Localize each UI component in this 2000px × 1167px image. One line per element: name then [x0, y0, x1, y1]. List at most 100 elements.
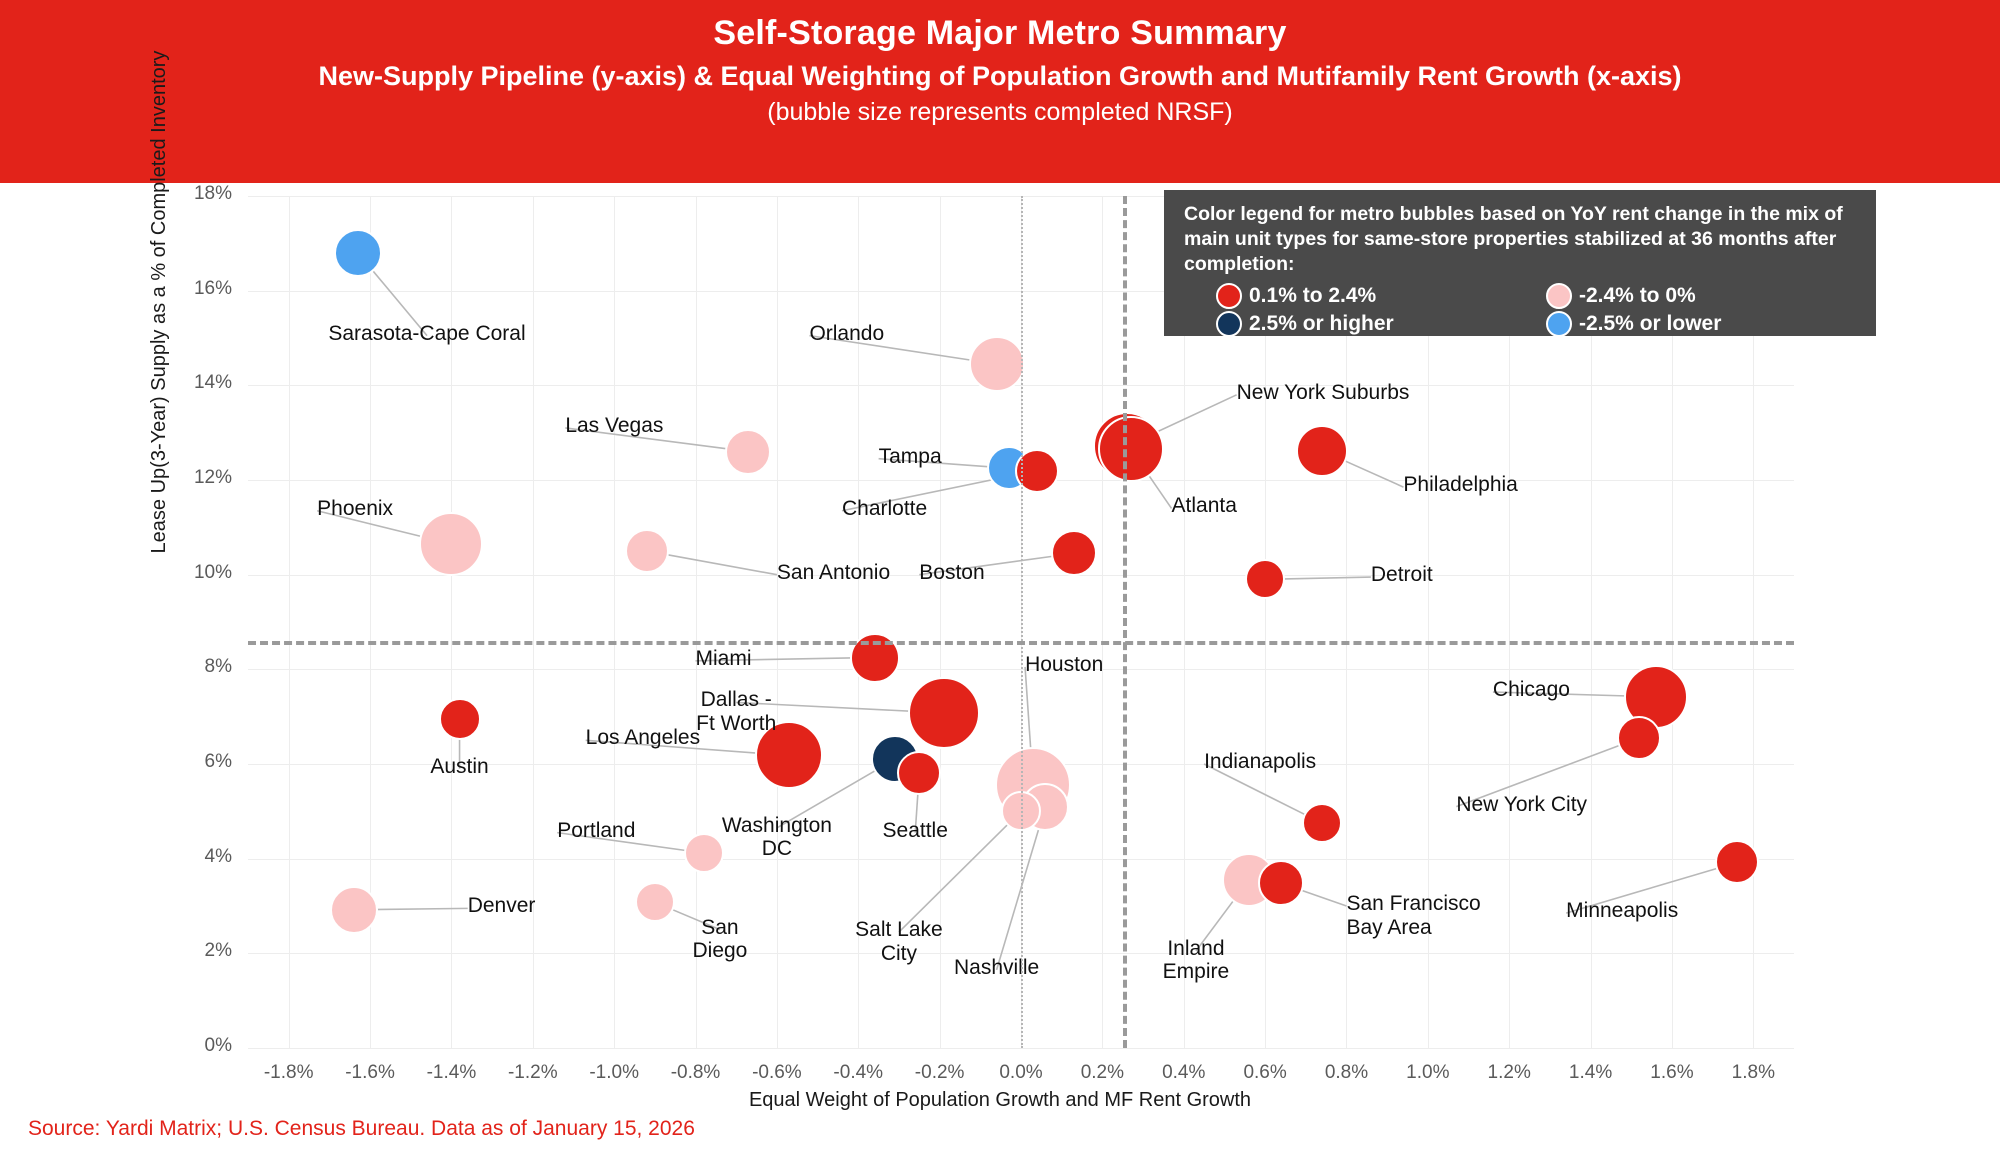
reference-line-vertical-average: [1122, 196, 1127, 1048]
bubble-indianapolis[interactable]: [1302, 803, 1343, 844]
vertical-gridline-6: [776, 196, 778, 1048]
bubble-sarasota-cape-coral[interactable]: [333, 228, 382, 277]
vertical-gridline-8: [939, 196, 941, 1048]
legend-swatch-icon-1: [1546, 282, 1572, 309]
x-tick-label-18: 1.8%: [1731, 1062, 1775, 1083]
metro-label-charlotte: Charlotte: [841, 496, 928, 520]
legend-item-3: -2.5% or lower: [1546, 310, 1860, 337]
metro-label-boston: Boston: [919, 560, 985, 584]
x-tick-label-5: -0.8%: [670, 1062, 721, 1083]
y-tick-label-7: 14%: [193, 372, 232, 394]
x-tick-label-6: -0.6%: [752, 1062, 802, 1083]
vertical-gridline-15: [1509, 196, 1511, 1048]
bubble-dallas-ft-worth[interactable]: [907, 676, 980, 749]
x-tick-label-9: 0.0%: [999, 1062, 1043, 1083]
legend-label-1: -2.4% to 0%: [1579, 283, 1696, 307]
bubble-minneapolis[interactable]: [1715, 840, 1760, 885]
x-tick-label-8: -0.2%: [914, 1062, 965, 1083]
bubble-los-angeles[interactable]: [755, 721, 824, 790]
bubble-phoenix[interactable]: [419, 511, 484, 576]
bubble-austin[interactable]: [438, 697, 481, 740]
x-tick-label-0: -1.8%: [263, 1062, 314, 1083]
vertical-gridline-11: [1183, 196, 1185, 1048]
metro-label-sarasota-cape-coral: Sarasota-Cape Coral: [328, 321, 526, 345]
legend-description: Color legend for metro bubbles based on …: [1184, 203, 1843, 275]
vertical-gridline-2: [451, 196, 453, 1048]
metro-label-salt-lake-city: Salt Lake City: [855, 918, 943, 965]
metro-label-new-york-city: New York City: [1456, 792, 1588, 816]
chart-title: Self-Storage Major Metro Summary: [713, 14, 1287, 52]
bubble-san-antonio[interactable]: [624, 529, 669, 573]
metro-label-orlando: Orlando: [809, 321, 885, 345]
vertical-gridline-10: [1102, 196, 1104, 1048]
metro-label-detroit: Detroit: [1370, 563, 1433, 587]
metro-label-houston: Houston: [1025, 652, 1104, 676]
bubble-seattle[interactable]: [897, 750, 942, 795]
source-note: Source: Yardi Matrix; U.S. Census Bureau…: [28, 1117, 695, 1140]
y-axis-title: Lease Up(3-Year) Supply as a % of Comple…: [148, 50, 170, 554]
leader-line-new-york-suburbs: [1148, 394, 1237, 437]
metro-label-portland: Portland: [557, 818, 636, 842]
legend-swatch-icon-3: [1546, 310, 1572, 337]
x-tick-label-12: 0.6%: [1243, 1062, 1287, 1083]
vertical-gridline-16: [1590, 196, 1592, 1048]
bubble-atlanta[interactable]: [1097, 416, 1164, 483]
y-tick-label-3: 6%: [204, 751, 232, 772]
metro-label-nashville: Nashville: [953, 955, 1040, 979]
metro-label-new-york-suburbs: New York Suburbs: [1236, 380, 1410, 404]
x-tick-label-2: -1.4%: [426, 1062, 477, 1083]
bubble-new-york-city[interactable]: [1617, 715, 1662, 760]
vertical-gridline-3: [532, 196, 534, 1048]
x-tick-label-14: 1.0%: [1406, 1062, 1450, 1083]
metro-label-minneapolis: Minneapolis: [1566, 899, 1679, 923]
x-tick-label-10: 0.2%: [1080, 1062, 1125, 1083]
reference-line-vertical-zero: [1021, 196, 1023, 1048]
bubble-chicago[interactable]: [1623, 664, 1688, 729]
x-tick-label-17: 1.6%: [1650, 1062, 1694, 1083]
bubble-detroit[interactable]: [1245, 559, 1286, 600]
reference-line-horizontal-average: [248, 640, 1794, 645]
metro-label-denver: Denver: [467, 894, 536, 918]
vertical-gridline-14: [1427, 196, 1429, 1048]
bubble-san-diego[interactable]: [634, 882, 675, 923]
metro-label-austin: Austin: [430, 754, 489, 778]
x-tick-label-13: 0.8%: [1324, 1062, 1369, 1083]
vertical-gridline-4: [614, 196, 616, 1048]
bubble-philadelphia[interactable]: [1296, 424, 1349, 477]
leader-line-denver: [371, 907, 468, 911]
x-tick-label-15: 1.2%: [1487, 1062, 1531, 1083]
metro-label-las-vegas: Las Vegas: [565, 413, 664, 437]
x-tick-label-1: -1.6%: [345, 1062, 395, 1083]
bubble-las-vegas[interactable]: [725, 428, 772, 475]
bubble-orlando[interactable]: [968, 336, 1025, 393]
bubble-miami[interactable]: [849, 632, 900, 683]
color-legend: Color legend for metro bubbles based on …: [1164, 190, 1876, 337]
x-tick-label-16: 1.4%: [1568, 1062, 1613, 1083]
metro-label-san-antonio: San Antonio: [776, 560, 891, 584]
vertical-gridline-12: [1265, 196, 1267, 1048]
metro-label-inland-empire: Inland Empire: [1162, 936, 1230, 984]
chart-subtitle: New-Supply Pipeline (y-axis) & Equal Wei…: [318, 60, 1682, 91]
bubble-boston[interactable]: [1050, 530, 1097, 577]
metro-label-chicago: Chicago: [1492, 678, 1570, 702]
metro-label-san-francisco-bay-area: San Francisco Bay Area: [1346, 892, 1481, 939]
y-tick-label-8: 16%: [193, 277, 232, 299]
leader-line-philadelphia: [1338, 457, 1404, 488]
metro-label-washington-dc: Washington DC: [721, 813, 832, 861]
y-tick-label-5: 10%: [193, 561, 232, 583]
legend-label-0: 0.1% to 2.4%: [1249, 283, 1377, 307]
bubble-denver[interactable]: [329, 885, 378, 934]
leader-line-houston: [1024, 666, 1033, 759]
y-tick-label-0: 0%: [204, 1035, 232, 1056]
legend-label-2: 2.5% or higher: [1249, 311, 1394, 335]
bubble-san-francisco-bay-area[interactable]: [1258, 860, 1305, 907]
horizontal-gridline-0: [248, 1048, 1794, 1049]
bubble-portland[interactable]: [683, 832, 724, 873]
vertical-gridline-7: [858, 196, 860, 1048]
vertical-gridline-0: [288, 196, 290, 1048]
chart-size-note: (bubble size represents completed NRSF): [767, 98, 1233, 127]
metro-label-philadelphia: Philadelphia: [1403, 473, 1518, 497]
metro-label-tampa: Tampa: [878, 444, 942, 468]
y-tick-label-1: 2%: [204, 940, 232, 962]
